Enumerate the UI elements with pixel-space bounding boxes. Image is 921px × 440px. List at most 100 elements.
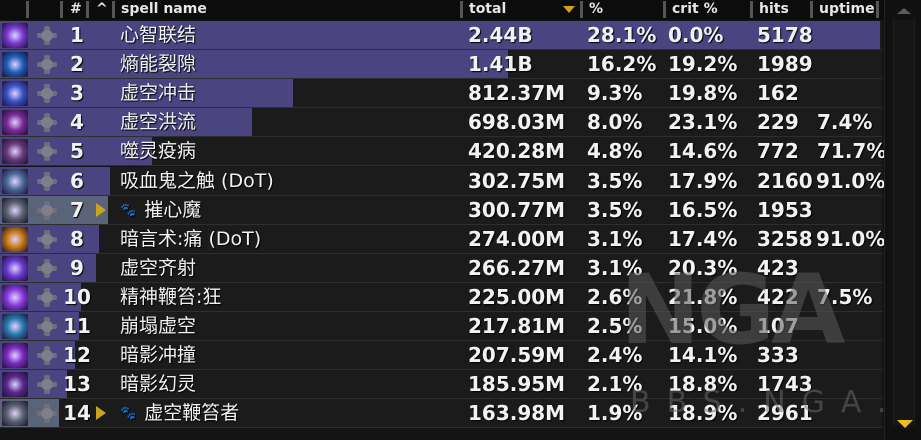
column-divider[interactable]: [750, 1, 753, 18]
scroll-up-icon[interactable]: [897, 8, 911, 14]
crit-value: 0.0%: [668, 23, 724, 47]
spell-name: 吸血鬼之触 (DoT): [120, 167, 274, 195]
column-divider[interactable]: [26, 1, 29, 18]
scroll-track[interactable]: [893, 20, 915, 425]
table-row[interactable]: 1 心智联结 2.44B 28.1% 0.0% 5178: [0, 21, 882, 50]
total-value: 420.28M: [468, 139, 566, 164]
spell-name-text: 虚空齐射: [120, 256, 197, 279]
hits-value: 229: [757, 110, 799, 135]
gear-icon[interactable]: [36, 374, 58, 395]
column-header-percent[interactable]: %: [589, 1, 604, 17]
table-row[interactable]: 5 噬灵疫病 420.28M 4.8% 14.6% 772 71.7%: [0, 137, 886, 167]
column-header-crit[interactable]: crit %: [672, 1, 718, 17]
crit-value: 20.3%: [668, 255, 738, 280]
scroll-down-icon[interactable]: [897, 420, 913, 428]
spell-name: 心智联结: [120, 21, 196, 49]
gear-icon[interactable]: [36, 345, 58, 366]
total-value: 300.77M: [468, 197, 566, 222]
table-row[interactable]: 2 熵能裂隙 1.41B 16.2% 19.2% 1989: [0, 50, 882, 80]
rank-number: 9: [70, 255, 84, 280]
total-value: 1.41B: [468, 52, 533, 77]
vampiric-touch-icon: [2, 168, 28, 194]
column-divider[interactable]: [460, 1, 463, 18]
percent-value: 3.5%: [587, 168, 643, 193]
percent-value: 3.1%: [587, 255, 643, 280]
column-divider[interactable]: [876, 1, 879, 18]
spell-name: 噬灵疫病: [120, 137, 196, 165]
hits-value: 3258: [757, 226, 813, 251]
gear-icon[interactable]: [36, 171, 58, 192]
gear-icon[interactable]: [36, 200, 58, 221]
column-divider[interactable]: [810, 1, 813, 18]
total-value: 812.37M: [468, 81, 566, 106]
gear-icon[interactable]: [36, 112, 58, 133]
column-header-uptime[interactable]: uptime: [819, 1, 875, 17]
column-divider[interactable]: [663, 1, 666, 18]
gear-icon[interactable]: [36, 25, 58, 46]
table-row[interactable]: 9 虚空齐射 266.27M 3.1% 20.3% 423: [0, 253, 882, 283]
sort-descending-icon[interactable]: [563, 6, 575, 13]
rank-number: 7: [70, 197, 84, 222]
crit-value: 16.5%: [668, 197, 738, 222]
crit-value: 17.4%: [668, 226, 738, 251]
gear-icon[interactable]: [36, 403, 58, 424]
gear-icon[interactable]: [36, 258, 58, 279]
spell-name-text: 暗影幻灵: [120, 373, 197, 396]
column-header-expand[interactable]: ^: [96, 1, 108, 17]
spell-name: 熵能裂隙: [120, 50, 196, 78]
column-header-spell-name[interactable]: spell name: [121, 1, 207, 17]
crit-value: 19.8%: [668, 81, 738, 106]
rank-number: 14: [63, 401, 91, 426]
crit-value: 18.8%: [668, 372, 738, 397]
gear-icon[interactable]: [36, 54, 58, 75]
entropic-rift-icon: [2, 52, 28, 78]
spell-name-text: 噬灵疫病: [120, 140, 197, 163]
percent-value: 3.1%: [587, 226, 643, 251]
crit-value: 23.1%: [668, 110, 738, 135]
gear-icon[interactable]: [36, 229, 58, 250]
pet-paw-icon: 🐾: [120, 406, 137, 422]
uptime-value: 91.0%: [816, 226, 886, 251]
spell-name: 暗言术:痛 (DoT): [120, 225, 261, 253]
hits-value: 162: [757, 81, 799, 106]
spell-name-text: 崩塌虚空: [120, 315, 197, 337]
table-row[interactable]: 13 暗影幻灵 185.95M 2.1% 18.8% 1743: [0, 370, 882, 400]
percent-value: 28.1%: [587, 23, 657, 47]
table-row[interactable]: 12 暗影冲撞 207.59M 2.4% 14.1% 333: [0, 341, 882, 371]
expand-arrow-icon[interactable]: [96, 202, 106, 217]
rank-number: 3: [70, 81, 84, 106]
gear-icon[interactable]: [36, 287, 58, 308]
column-divider[interactable]: [112, 1, 115, 18]
scrollbar[interactable]: [884, 0, 921, 440]
percent-value: 9.3%: [587, 81, 643, 106]
column-header-rank[interactable]: #: [70, 1, 82, 17]
hits-value: 422: [757, 284, 799, 309]
column-divider[interactable]: [86, 1, 89, 18]
column-divider[interactable]: [580, 1, 583, 18]
spell-name: 崩塌虚空: [120, 312, 196, 340]
expand-arrow-icon[interactable]: [96, 406, 106, 421]
table-row[interactable]: 11 崩塌虚空 217.81M 2.5% 15.0% 107: [0, 312, 882, 341]
column-divider[interactable]: [60, 1, 63, 18]
damage-bar: [0, 50, 508, 79]
table-row[interactable]: 6 吸血鬼之触 (DoT) 302.75M 3.5% 17.9% 2160 91.0%: [0, 166, 885, 196]
table-row[interactable]: 10 精神鞭笞:狂 225.00M 2.6% 21.8% 422 7.5%: [0, 282, 882, 312]
column-header-total[interactable]: total: [469, 1, 507, 17]
gear-icon[interactable]: [36, 141, 58, 162]
spell-name-text: 熵能裂隙: [120, 53, 197, 76]
table-row[interactable]: 4 虚空洪流 698.03M 8.0% 23.1% 229 7.4%: [0, 108, 882, 138]
hits-value: 772: [757, 139, 799, 164]
column-header-hits[interactable]: hits: [759, 1, 789, 17]
table-row[interactable]: 8 暗言术:痛 (DoT) 274.00M 3.1% 17.4% 3258 91.0%: [0, 224, 886, 254]
hits-value: 2961: [757, 401, 813, 426]
gear-icon[interactable]: [36, 316, 58, 337]
percent-value: 4.8%: [587, 139, 643, 164]
percent-value: 8.0%: [587, 110, 643, 135]
gear-icon[interactable]: [36, 83, 58, 104]
mind-flay-insanity-icon: [2, 284, 28, 310]
table-row[interactable]: 7 🐾 摧心魔 300.77M 3.5% 16.5% 1953: [0, 195, 882, 225]
mind-link-icon: [2, 23, 28, 48]
table-row[interactable]: 14 🐾 虚空鞭笞者 163.98M 1.9% 18.9% 2961: [0, 399, 882, 429]
table-row[interactable]: 3 虚空冲击 812.37M 9.3% 19.8% 162: [0, 79, 882, 109]
rank-number: 1: [70, 23, 84, 47]
